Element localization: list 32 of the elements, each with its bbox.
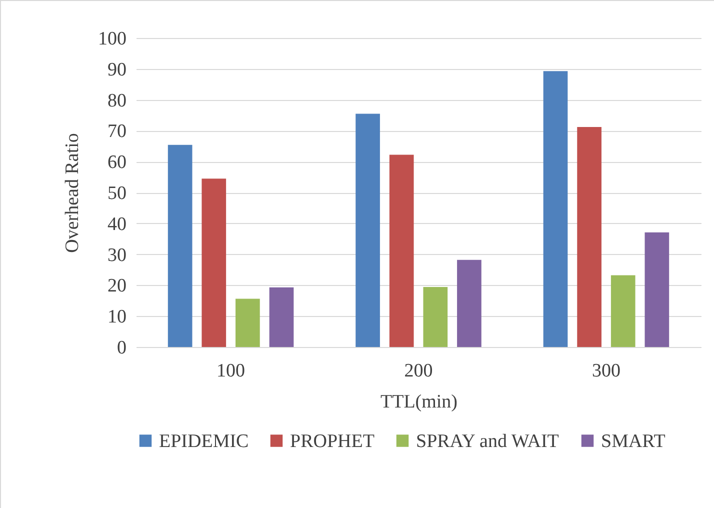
y-tick-label: 90 xyxy=(108,59,126,80)
bar xyxy=(236,298,260,347)
y-tick-label: 40 xyxy=(108,214,126,235)
bar xyxy=(457,260,482,347)
x-tick-label: 300 xyxy=(592,360,620,382)
bar xyxy=(644,232,670,347)
legend-label: PROPHET xyxy=(290,430,375,452)
bar xyxy=(356,114,380,347)
legend-label: SPRAY and WAIT xyxy=(416,430,560,452)
y-axis-title: Overhead Ratio xyxy=(62,133,83,253)
bar xyxy=(577,126,602,347)
bar xyxy=(269,287,294,347)
y-tick-label: 50 xyxy=(108,183,126,204)
bar xyxy=(202,178,226,347)
y-tick-label: 20 xyxy=(108,276,126,297)
y-tick-label: 100 xyxy=(98,28,126,50)
y-tick-label: 10 xyxy=(108,306,126,328)
y-tick-label: 70 xyxy=(108,121,126,142)
bar xyxy=(423,287,448,347)
x-tick-label: 200 xyxy=(404,360,433,382)
y-tick-label: 60 xyxy=(108,152,126,174)
bar xyxy=(610,275,636,347)
y-tick-label: 30 xyxy=(108,244,126,266)
x-axis-title: TTL(min) xyxy=(380,392,458,412)
bar xyxy=(389,154,414,347)
bar xyxy=(168,144,192,347)
bar xyxy=(543,71,568,347)
y-tick-label: 80 xyxy=(108,90,126,112)
y-tick-label: 0 xyxy=(117,338,126,358)
legend-label: EPIDEMIC xyxy=(159,430,249,452)
x-tick-label: 100 xyxy=(216,360,246,382)
legend-label: SMART xyxy=(601,430,666,452)
